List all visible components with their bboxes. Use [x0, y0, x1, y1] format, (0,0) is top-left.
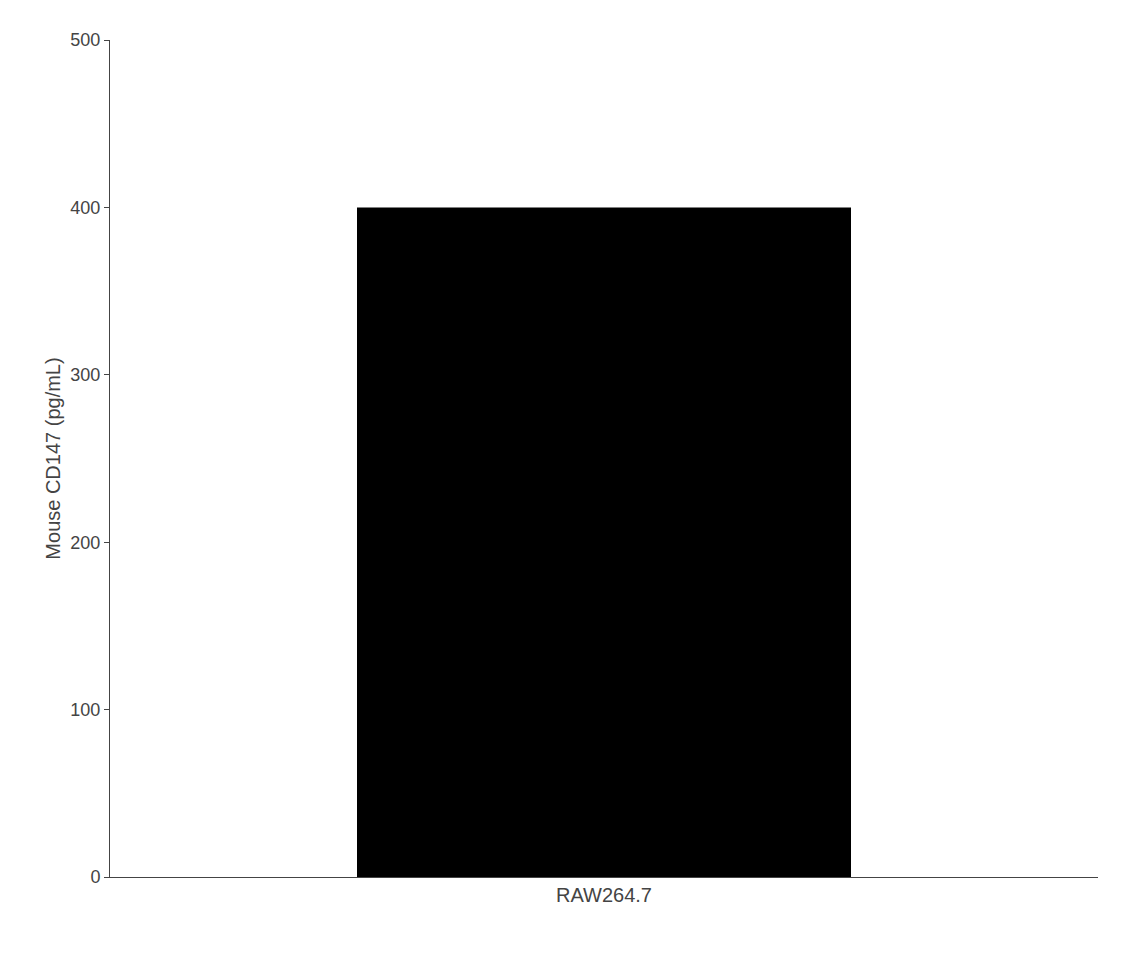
svg-text:400: 400 — [70, 198, 100, 218]
svg-text:RAW264.7: RAW264.7 — [556, 884, 652, 906]
svg-text:Mouse CD147 (pg/mL): Mouse CD147 (pg/mL) — [42, 357, 64, 559]
svg-text:200: 200 — [70, 533, 100, 553]
svg-text:500: 500 — [70, 30, 100, 50]
svg-text:0: 0 — [90, 867, 100, 887]
svg-text:300: 300 — [70, 365, 100, 385]
svg-text:100: 100 — [70, 700, 100, 720]
